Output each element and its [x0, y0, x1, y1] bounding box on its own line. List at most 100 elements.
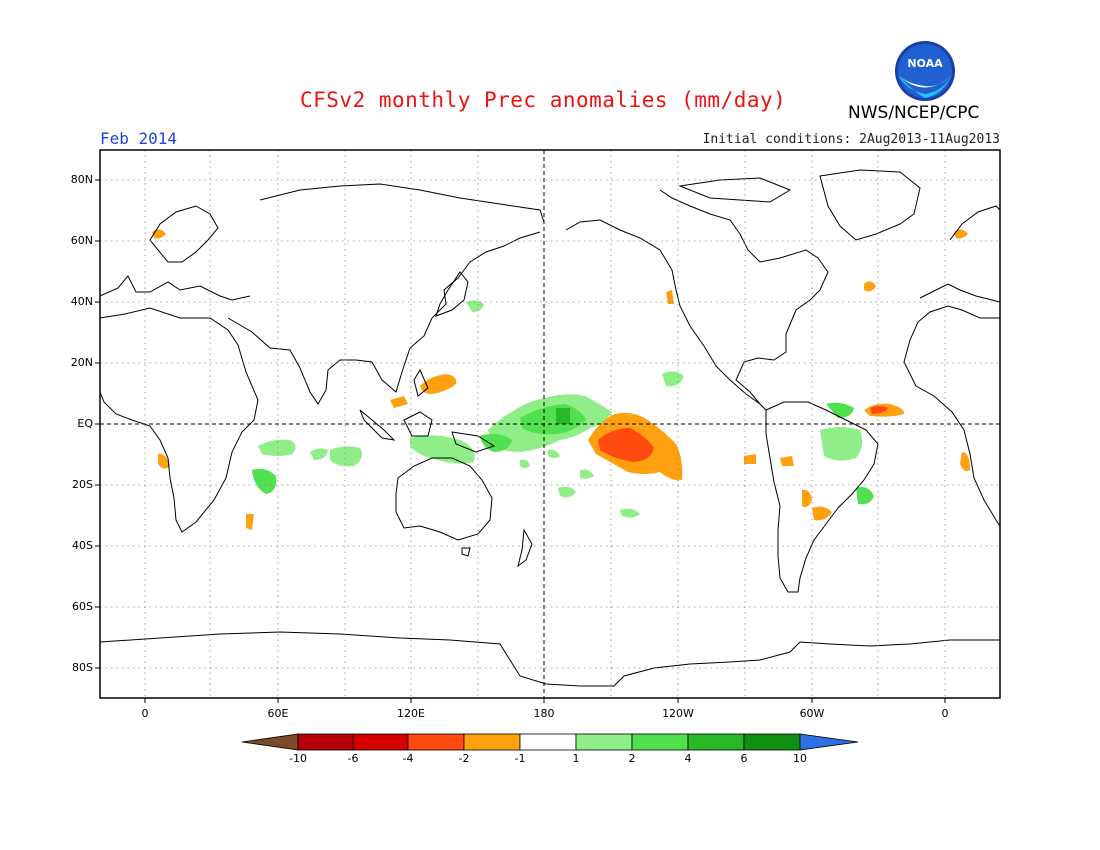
lon-label-60e: 60E [267, 707, 289, 720]
colorbar-cell-7 [631, 733, 689, 751]
anomaly-negative-philippines [420, 374, 457, 394]
coast-new-guinea [451, 431, 496, 453]
colorbar-cell-4 [463, 733, 521, 751]
coast-greenland [819, 169, 921, 241]
colorbar-cell-5 [519, 733, 577, 751]
colorbar-label-6: 6 [740, 752, 748, 765]
colorbar-cell-8 [687, 733, 745, 751]
coast-scandinavia-east [949, 205, 1001, 241]
coast-borneo [403, 411, 433, 437]
anomaly-negative-indian-s [246, 514, 254, 530]
colorbar-label-10: 10 [793, 752, 807, 765]
coast-north-america-west [675, 289, 767, 411]
coast-japan [435, 271, 469, 317]
anomaly-negative-west-us [666, 290, 674, 304]
coast-arabia-india [227, 231, 541, 405]
coast-antarctica [99, 631, 1000, 687]
lon-label-0-right: 0 [941, 707, 949, 720]
graticule [100, 150, 1000, 698]
anomaly-negative-atlantic-core [870, 406, 888, 414]
lat-label-20n: 20N [70, 356, 93, 369]
anomaly-negative-brazil-n [780, 456, 794, 466]
noaa-logo: NOAA [894, 40, 956, 102]
anomaly-positive-indonesia [410, 435, 475, 464]
anomaly-positive-central-pacific-peak [556, 408, 570, 424]
anomaly-negative-south-america [802, 489, 812, 508]
anomaly-positive-indian-ocean-2 [330, 446, 362, 467]
lat-label-80n: 80N [70, 173, 93, 186]
anomaly-negative-africa-e [960, 452, 970, 472]
colorbar-label-neg10: -10 [289, 752, 307, 765]
anomaly-positive-east-pacific [520, 459, 530, 468]
colorbar-label-neg6: -6 [347, 752, 359, 765]
colorbar-label-1: 1 [572, 752, 580, 765]
colorbar-label-neg4: -4 [402, 752, 414, 765]
lat-label-eq: EQ [77, 417, 93, 430]
coastlines [99, 169, 1001, 687]
anomaly-positive-hawaii [662, 371, 684, 387]
coast-sumatra [359, 409, 396, 441]
anomaly-positive-japan [466, 300, 484, 312]
anomaly-negative-africa-w [158, 453, 170, 469]
anomaly-positive-australia-north [480, 433, 512, 452]
anomaly-negative-north-atlantic [864, 281, 876, 292]
coast-alaska [565, 219, 677, 291]
anomaly-positive-madagascar [252, 468, 277, 494]
anomaly-negative-south-pacific-core [598, 428, 654, 462]
colorbar-label-neg2: -2 [458, 752, 470, 765]
anomaly-positive-brazil [820, 427, 863, 461]
agency-label: NWS/NCEP/CPC [848, 103, 980, 123]
coast-philippines [413, 368, 429, 397]
colorbar-cell-10 [799, 733, 859, 751]
coast-scandinavia-west [149, 205, 219, 263]
colorbar-label-4: 4 [684, 752, 692, 765]
colorbar-label-neg1: -1 [514, 752, 526, 765]
lon-label-120w: 120W [662, 707, 694, 720]
axis-ticks [95, 179, 946, 703]
anomaly-positive-south-pacific-4 [548, 449, 560, 458]
anomaly-negative-brazil-w [744, 454, 756, 464]
anomaly-positive-indian-ocean-1 [258, 439, 296, 456]
colorbar-cell-1 [297, 733, 354, 751]
coast-africa-east [903, 305, 1001, 527]
anomaly-negative-norway-2 [954, 229, 968, 239]
lat-label-20s: 20S [72, 478, 93, 491]
anomaly-negative-argentina [812, 506, 832, 521]
anomaly-positive-south-pacific-1 [558, 486, 576, 498]
coast-europe-east [919, 283, 1001, 303]
anomaly-positive-indian-ocean-3 [310, 448, 328, 460]
coast-australia [395, 457, 493, 541]
coast-africa-west [99, 307, 259, 533]
lat-label-60n: 60N [70, 234, 93, 247]
lat-label-40s: 40S [72, 539, 93, 552]
colorbar-cell-0 [241, 733, 299, 751]
lon-label-60w: 60W [799, 707, 825, 720]
colorbar-cell-9 [743, 733, 801, 751]
colorbar-label-2: 2 [628, 752, 636, 765]
colorbar [241, 733, 859, 751]
anomaly-positive-se-brazil [856, 487, 874, 505]
lat-label-40n: 40N [70, 295, 93, 308]
colorbar-cell-6 [575, 733, 633, 751]
logo-text: NOAA [907, 57, 943, 70]
anomaly-negative-philippines-2 [390, 396, 408, 408]
lat-label-60s: 60S [72, 600, 93, 613]
anomaly-patches [152, 229, 970, 530]
coast-south-america [765, 401, 879, 593]
lon-label-120e: 120E [397, 707, 425, 720]
coast-europe-west [99, 275, 251, 301]
map-title: CFSv2 monthly Prec anomalies (mm/day) [300, 88, 787, 112]
coast-north-america-east [659, 189, 829, 405]
lat-label-80s: 80S [72, 661, 93, 674]
coast-tasmania [461, 547, 471, 557]
forecast-month: Feb 2014 [100, 129, 178, 148]
lon-label-0-left: 0 [141, 707, 149, 720]
coast-siberia-north [259, 183, 545, 223]
initial-conditions: Initial conditions: 2Aug2013-11Aug2013 [702, 132, 1000, 147]
anomaly-positive-south-pacific-3 [580, 469, 594, 479]
coast-arctic-islands [678, 177, 792, 203]
anomaly-positive-south-pacific-2 [620, 508, 640, 518]
colorbar-cell-3 [407, 733, 465, 751]
lon-label-180: 180 [533, 707, 555, 720]
